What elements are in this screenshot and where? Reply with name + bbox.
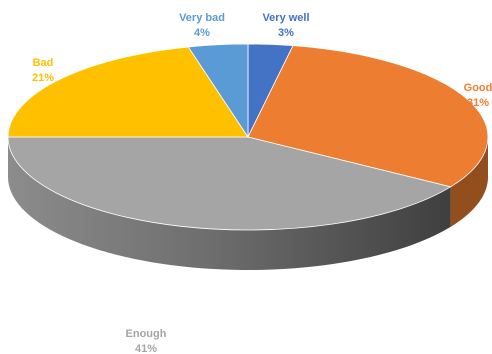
slice-label-enough: Enough 41% <box>126 328 167 354</box>
slice-label-very-well: Very well 3% <box>262 12 309 39</box>
pie-side-walls <box>8 137 488 270</box>
slice-category-label: Enough <box>126 328 167 340</box>
slice-percent-label: 4% <box>194 27 210 39</box>
slice-percent-label: 41% <box>135 343 157 354</box>
slice-labels: Very well 3% Good 31% Enough 41% Bad 21% Very ba… <box>32 12 492 354</box>
slice-very-bad <box>187 43 249 139</box>
slice-label-bad: Bad 21% <box>32 57 54 84</box>
slice-bad <box>7 46 249 138</box>
slice-category-label: Bad <box>33 57 54 69</box>
slice-label-good: Good 31% <box>464 82 492 109</box>
slice-percent-label: 3% <box>278 27 294 39</box>
slice-side-good <box>450 137 488 227</box>
slice-label-very-bad: Very bad 4% <box>179 12 225 39</box>
slice-enough <box>7 136 452 231</box>
slice-percent-label: 21% <box>32 72 54 84</box>
slice-side-enough <box>8 137 451 270</box>
pie-top-faces <box>7 43 489 231</box>
slice-category-label: Very bad <box>179 12 225 24</box>
slice-category-label: Good <box>464 82 492 94</box>
slice-percent-label: 31% <box>467 97 489 109</box>
slice-category-label: Very well <box>262 12 309 24</box>
